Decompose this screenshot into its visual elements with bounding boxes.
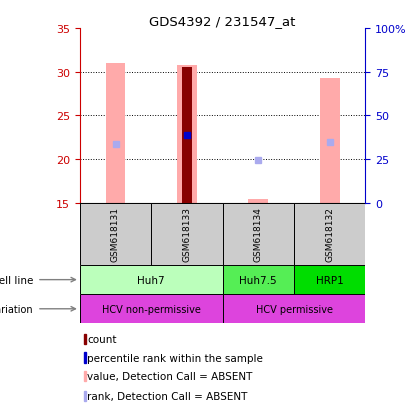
Text: count: count (87, 334, 116, 344)
Bar (182, 68, 192, 203)
Bar (80, 294, 223, 323)
Bar (294, 203, 365, 266)
Bar (223, 294, 365, 323)
Text: rank, Detection Call = ABSENT: rank, Detection Call = ABSENT (87, 391, 247, 401)
Text: GSM618132: GSM618132 (325, 207, 334, 262)
Text: GSM618133: GSM618133 (182, 207, 192, 262)
Text: HRP1: HRP1 (316, 275, 344, 285)
Bar (80, 266, 223, 294)
Bar (84, 334, 87, 344)
Bar (294, 266, 365, 294)
Text: HCV permissive: HCV permissive (255, 304, 333, 314)
Bar (320, 78, 340, 203)
Bar (84, 371, 87, 382)
Text: Huh7: Huh7 (137, 275, 165, 285)
Bar (80, 203, 151, 266)
Text: value, Detection Call = ABSENT: value, Detection Call = ABSENT (87, 371, 252, 382)
Bar (177, 66, 197, 203)
Bar (84, 353, 87, 363)
Title: GDS4392 / 231547_at: GDS4392 / 231547_at (150, 15, 296, 28)
Bar (105, 64, 126, 203)
Bar (151, 203, 223, 266)
Text: GSM618131: GSM618131 (111, 207, 120, 262)
Text: percentile rank within the sample: percentile rank within the sample (87, 353, 263, 363)
Text: HCV non-permissive: HCV non-permissive (102, 304, 201, 314)
Text: cell line: cell line (0, 275, 34, 285)
Bar (223, 266, 294, 294)
Text: genotype/variation: genotype/variation (0, 304, 34, 314)
Bar (248, 200, 268, 203)
Bar (223, 203, 294, 266)
Bar (84, 391, 87, 401)
Text: Huh7.5: Huh7.5 (239, 275, 277, 285)
Text: GSM618134: GSM618134 (254, 207, 263, 262)
